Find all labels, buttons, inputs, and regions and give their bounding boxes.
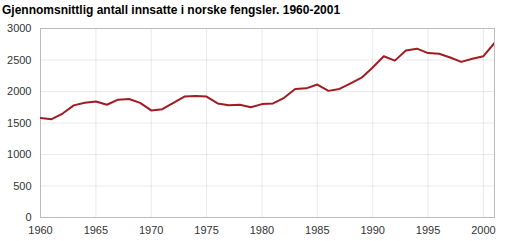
svg-text:1995: 1995 bbox=[416, 224, 440, 236]
svg-text:1985: 1985 bbox=[305, 224, 329, 236]
svg-text:1960: 1960 bbox=[28, 224, 52, 236]
svg-text:1500: 1500 bbox=[7, 117, 31, 129]
svg-text:1980: 1980 bbox=[250, 224, 274, 236]
svg-text:2000: 2000 bbox=[471, 224, 495, 236]
svg-text:500: 500 bbox=[13, 180, 31, 192]
svg-text:0: 0 bbox=[25, 211, 31, 223]
svg-text:3000: 3000 bbox=[7, 22, 31, 34]
html-text:Gjennomsnittlig antall innsatt: Gjennomsnittlig antall innsatte i norske… bbox=[2, 3, 341, 17]
svg-text:1000: 1000 bbox=[7, 148, 31, 160]
svg-text:1970: 1970 bbox=[139, 224, 163, 236]
svg-text:2500: 2500 bbox=[7, 54, 31, 66]
svg-text:2000: 2000 bbox=[7, 85, 31, 97]
svg-text:1975: 1975 bbox=[194, 224, 218, 236]
svg-text:1990: 1990 bbox=[360, 224, 384, 236]
svg-text:1965: 1965 bbox=[84, 224, 108, 236]
